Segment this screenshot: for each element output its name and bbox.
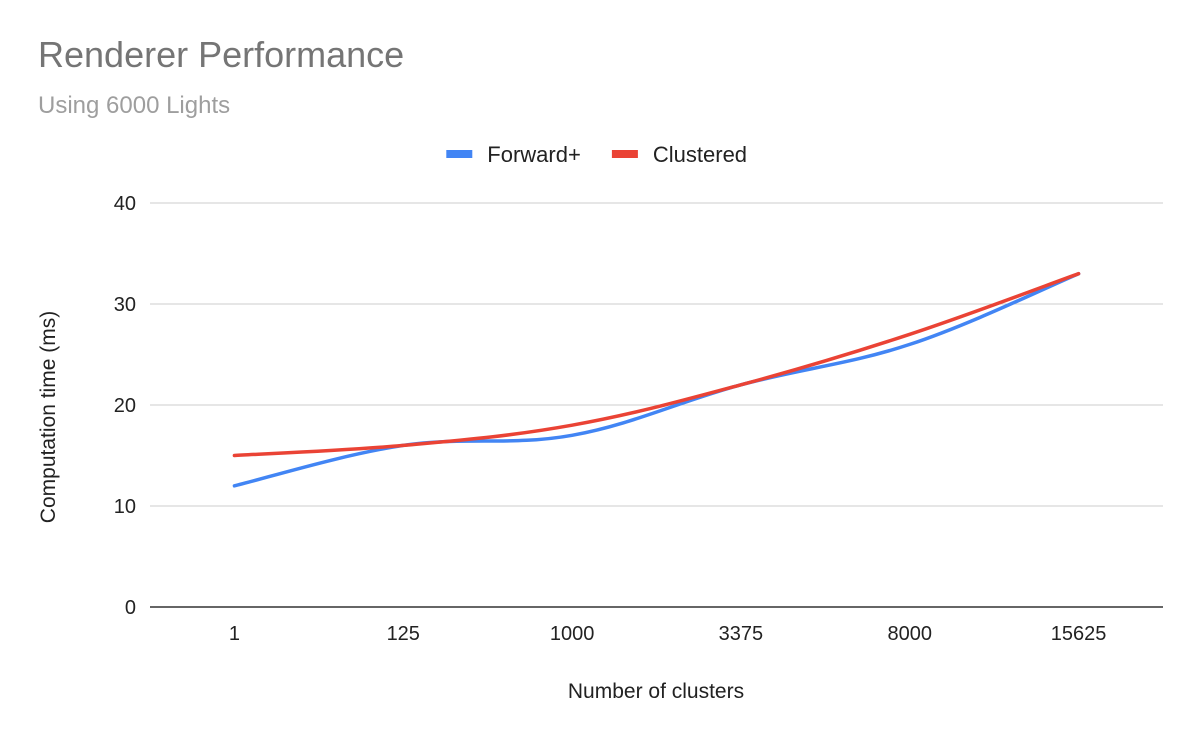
x-tick-label: 125 [387, 623, 420, 645]
y-tick-label: 0 [125, 597, 136, 619]
x-tick-label: 1 [229, 623, 240, 645]
y-axis-title: Computation time (ms) [37, 311, 60, 523]
series-line-forward [232, 271, 1081, 488]
chart-subtitle: Using 6000 Lights [38, 92, 230, 119]
x-axis-ticks: 1 125 1000 3375 8000 15625 [229, 623, 1107, 645]
series-line-clustered [232, 271, 1081, 458]
y-tick-label: 30 [114, 294, 136, 316]
y-axis-ticks: 0 10 20 30 40 [114, 193, 136, 619]
legend-swatch-clustered [611, 150, 638, 158]
gridlines [150, 202, 1163, 608]
y-tick-label: 20 [114, 395, 136, 417]
legend-label-forward: Forward+ [487, 142, 581, 167]
y-tick-label: 10 [114, 496, 136, 518]
x-axis-title: Number of clusters [568, 680, 744, 703]
x-tick-label: 8000 [888, 623, 933, 645]
chart-title: Renderer Performance [38, 34, 404, 75]
x-tick-label: 15625 [1051, 623, 1107, 645]
legend-swatch-forward [446, 150, 473, 158]
y-tick-label: 40 [114, 193, 136, 215]
x-tick-label: 3375 [719, 623, 764, 645]
series-lines [232, 271, 1081, 488]
x-tick-label: 1000 [550, 623, 595, 645]
legend: Forward+ Clustered [446, 142, 747, 167]
legend-label-clustered: Clustered [653, 142, 747, 167]
